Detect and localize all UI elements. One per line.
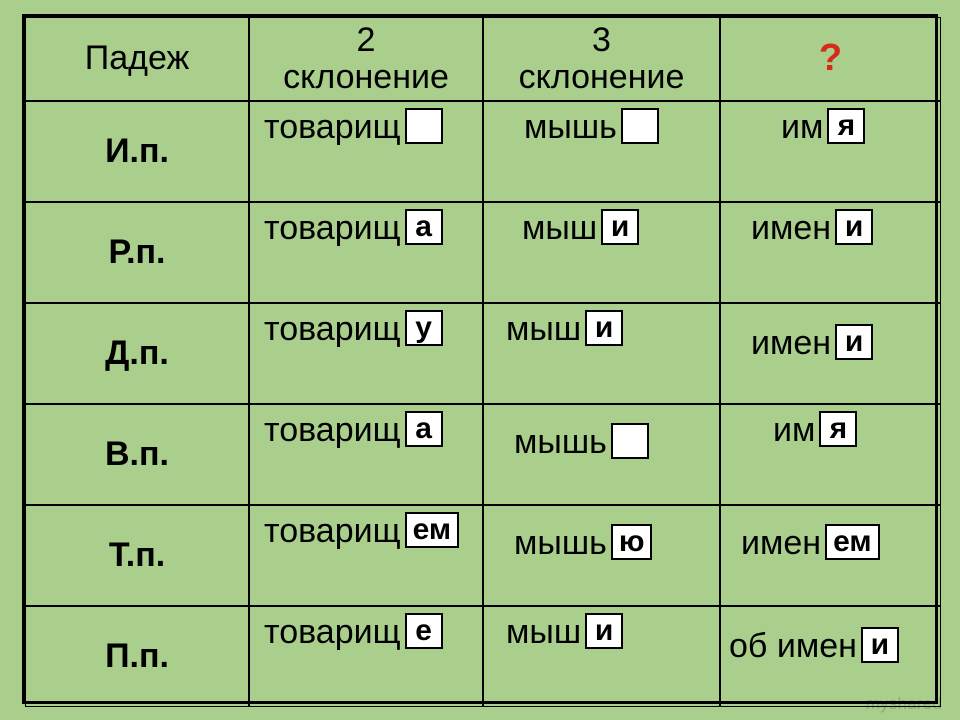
cell-r3-c3: мышь	[483, 404, 720, 505]
case-label-text: Р.п.	[108, 233, 165, 272]
header-case-text: Падеж	[85, 40, 189, 77]
cell-r4-c2: товарищем	[249, 505, 483, 606]
watermark-text: myshared	[866, 694, 942, 713]
header-decl3-text: 3 склонение	[519, 22, 685, 97]
cell-r3-c2: товарища	[249, 404, 483, 505]
ending-box: и	[585, 613, 623, 649]
cell-r0-c4: имя	[720, 101, 941, 202]
cell-r3-c4: имя	[720, 404, 941, 505]
stem: мышь	[514, 524, 607, 563]
ending-box: ем	[405, 512, 459, 548]
cell-r1-c4: имени	[720, 202, 941, 303]
ending-box: и	[861, 627, 899, 663]
ending-box: я	[819, 411, 857, 447]
case-label: В.п.	[25, 404, 249, 505]
header-decl2: 2 склонение	[249, 17, 483, 101]
case-label: Д.п.	[25, 303, 249, 404]
declension-grid: Падеж 2 склонение 3 склонение ? И.п. тов…	[22, 14, 938, 704]
cell-r0-c3: мышь	[483, 101, 720, 202]
stem: мыш	[522, 209, 597, 248]
cell-r4-c4: именем	[720, 505, 941, 606]
ending-box: ю	[611, 524, 653, 560]
stem: им	[773, 411, 815, 450]
cell-r4-c3: мышью	[483, 505, 720, 606]
case-label-text: Т.п.	[109, 536, 165, 575]
stem: товарищ	[264, 209, 401, 248]
ending-box: и	[601, 209, 639, 245]
ending-box: и	[585, 310, 623, 346]
case-label: П.п.	[25, 606, 249, 707]
stem: об имен	[729, 627, 857, 666]
ending-box	[405, 108, 443, 144]
ending-box	[611, 423, 649, 459]
stem: товарищ	[264, 108, 401, 147]
case-label: И.п.	[25, 101, 249, 202]
ending-box: и	[835, 209, 873, 245]
cell-r5-c4: об имени	[720, 606, 941, 707]
stem: мышь	[514, 423, 607, 462]
stem: товарищ	[264, 310, 401, 349]
case-label: Р.п.	[25, 202, 249, 303]
header-question: ?	[720, 17, 941, 101]
cell-r1-c2: товарища	[249, 202, 483, 303]
stem: товарищ	[264, 411, 401, 450]
stem: мышь	[524, 108, 617, 147]
ending-box: е	[405, 613, 443, 649]
header-case: Падеж	[25, 17, 249, 101]
case-label-text: Д.п.	[105, 334, 169, 373]
cell-r5-c2: товарище	[249, 606, 483, 707]
ending-box: а	[405, 209, 443, 245]
table-frame: Падеж 2 склонение 3 склонение ? И.п. тов…	[22, 14, 938, 706]
stem: мыш	[506, 310, 581, 349]
header-decl2-text: 2 склонение	[283, 22, 449, 97]
header-decl3: 3 склонение	[483, 17, 720, 101]
cell-r2-c2: товарищу	[249, 303, 483, 404]
ending-box: а	[405, 411, 443, 447]
case-label-text: И.п.	[105, 132, 169, 171]
stem: товарищ	[264, 512, 401, 551]
header-question-text: ?	[819, 38, 842, 80]
ending-box	[621, 108, 659, 144]
watermark: myshared	[866, 694, 942, 714]
ending-box: у	[405, 310, 443, 346]
cell-r1-c3: мыши	[483, 202, 720, 303]
case-label: Т.п.	[25, 505, 249, 606]
stem: имен	[751, 209, 831, 248]
stem: имен	[751, 324, 831, 363]
cell-r2-c4: имени	[720, 303, 941, 404]
case-label-text: П.п.	[105, 637, 169, 676]
cell-r0-c2: товарищ	[249, 101, 483, 202]
case-label-text: В.п.	[105, 435, 169, 474]
stem: мыш	[506, 613, 581, 652]
ending-box: ем	[825, 524, 879, 560]
ending-box: и	[835, 324, 873, 360]
stem: товарищ	[264, 613, 401, 652]
stem: им	[781, 108, 823, 147]
cell-r5-c3: мыши	[483, 606, 720, 707]
ending-box: я	[827, 108, 865, 144]
stem: имен	[741, 524, 821, 563]
cell-r2-c3: мыши	[483, 303, 720, 404]
